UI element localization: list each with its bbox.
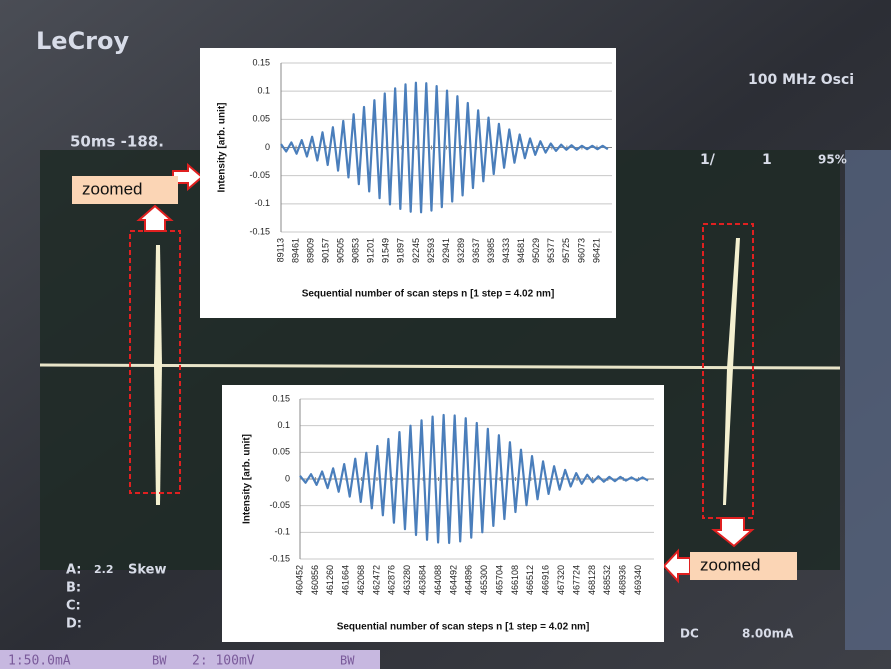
y-tick-label: -0.15 <box>249 226 270 236</box>
x-tick-label: 93289 <box>456 238 466 263</box>
y-tick-label: 0 <box>285 473 290 483</box>
x-tick-label: 468128 <box>587 565 597 595</box>
bw2: BW <box>340 654 355 668</box>
x-tick-label: 91897 <box>396 238 406 263</box>
x-axis-title: Sequential number of scan steps n [1 ste… <box>337 622 590 633</box>
x-tick-label: 468936 <box>618 565 628 595</box>
x-tick-label: 90853 <box>351 238 361 263</box>
annotation: zoomed <box>82 179 142 198</box>
trigger: 1/ <box>700 152 716 168</box>
x-tick-label: 89461 <box>290 238 300 263</box>
x-tick-label: 462876 <box>387 565 397 595</box>
x-tick-label: 92245 <box>411 238 421 263</box>
x-tick-label: 466108 <box>510 565 520 595</box>
x-tick-label: 89113 <box>275 238 285 262</box>
x-tick-label: 464088 <box>433 565 443 595</box>
x-tick-label: 460856 <box>310 565 320 595</box>
x-tick-label: 463684 <box>418 565 428 595</box>
percent: 95% <box>818 153 847 167</box>
y-axis-title: Intensity [arb. unit] <box>217 103 228 193</box>
y-tick-label: -0.1 <box>274 527 290 537</box>
y-tick-label: -0.05 <box>269 500 290 510</box>
a-value: 2.2 <box>94 563 114 576</box>
x-tick-label: 89809 <box>305 238 315 263</box>
x-tick-label: 95029 <box>531 238 541 263</box>
x-tick-label: 91549 <box>381 238 391 263</box>
level: 8.00mA <box>742 627 794 641</box>
x-tick-label: 466916 <box>541 565 551 595</box>
x-tick-label: 464492 <box>448 565 458 595</box>
x-tick-label: 96421 <box>591 238 601 263</box>
x-tick-label: 467724 <box>571 565 581 595</box>
y-tick-label: -0.15 <box>269 553 290 563</box>
brand: LeCroy <box>36 27 130 55</box>
x-tick-label: 93985 <box>486 238 496 263</box>
x-tick-label: 95725 <box>561 238 571 263</box>
timebase: 50ms -188. <box>70 133 164 151</box>
y-tick-label: 0.15 <box>272 393 290 403</box>
y-tick-label: 0.1 <box>277 420 290 430</box>
x-tick-label: 90505 <box>336 238 346 263</box>
y-tick-label: -0.05 <box>249 170 270 180</box>
a-mode: Skew <box>128 563 167 578</box>
x-tick-label: 461664 <box>341 565 351 595</box>
count: 1 <box>762 152 772 168</box>
y-tick-label: 0.1 <box>257 86 270 96</box>
x-tick-label: 460452 <box>294 565 304 595</box>
x-tick-label: 462068 <box>356 565 366 595</box>
x-tick-label: 92941 <box>441 238 451 263</box>
ch1: 1:50.0mA <box>8 654 71 669</box>
ch2: 2: 100mV <box>192 654 255 669</box>
x-tick-label: 94333 <box>501 238 511 263</box>
model: 100 MHz Osci <box>748 72 854 88</box>
channel-d: D: <box>66 617 82 632</box>
x-tick-label: 95377 <box>546 238 556 263</box>
y-tick-label: 0.05 <box>272 447 290 457</box>
x-tick-label: 96073 <box>576 238 586 263</box>
x-tick-label: 462472 <box>371 565 381 595</box>
x-tick-label: 469340 <box>633 565 643 595</box>
page: LeCroy 100 MHz Osci 50ms -188. 1/ 1 95% … <box>0 0 891 669</box>
x-axis-title: Sequential number of scan steps n [1 ste… <box>302 289 555 300</box>
x-tick-label: 464896 <box>464 565 474 595</box>
x-tick-label: 461260 <box>325 565 335 595</box>
x-tick-label: 468532 <box>602 565 612 595</box>
x-tick-label: 465300 <box>479 565 489 595</box>
y-axis-title: Intensity [arb. unit] <box>242 434 253 524</box>
annotation: zoomed <box>700 555 760 574</box>
y-tick-label: 0 <box>265 142 270 152</box>
x-tick-label: 465704 <box>494 565 504 595</box>
y-tick-label: 0.15 <box>252 57 270 67</box>
y-tick-label: -0.1 <box>254 198 270 208</box>
x-tick-label: 93637 <box>471 238 481 263</box>
x-tick-label: 92593 <box>426 238 436 263</box>
channel-b: B: <box>66 581 81 596</box>
coupling: DC <box>680 627 699 641</box>
side-menu <box>845 150 891 650</box>
x-tick-label: 463280 <box>402 565 412 595</box>
x-tick-label: 90157 <box>321 238 331 263</box>
x-tick-label: 466512 <box>525 565 535 595</box>
y-tick-label: 0.05 <box>252 114 270 124</box>
bw1: BW <box>152 654 167 668</box>
x-tick-label: 94681 <box>516 238 526 263</box>
x-tick-label: 91201 <box>366 238 376 263</box>
x-tick-label: 467320 <box>556 565 566 595</box>
channel-a: A: <box>66 563 82 578</box>
channel-c: C: <box>66 599 81 614</box>
